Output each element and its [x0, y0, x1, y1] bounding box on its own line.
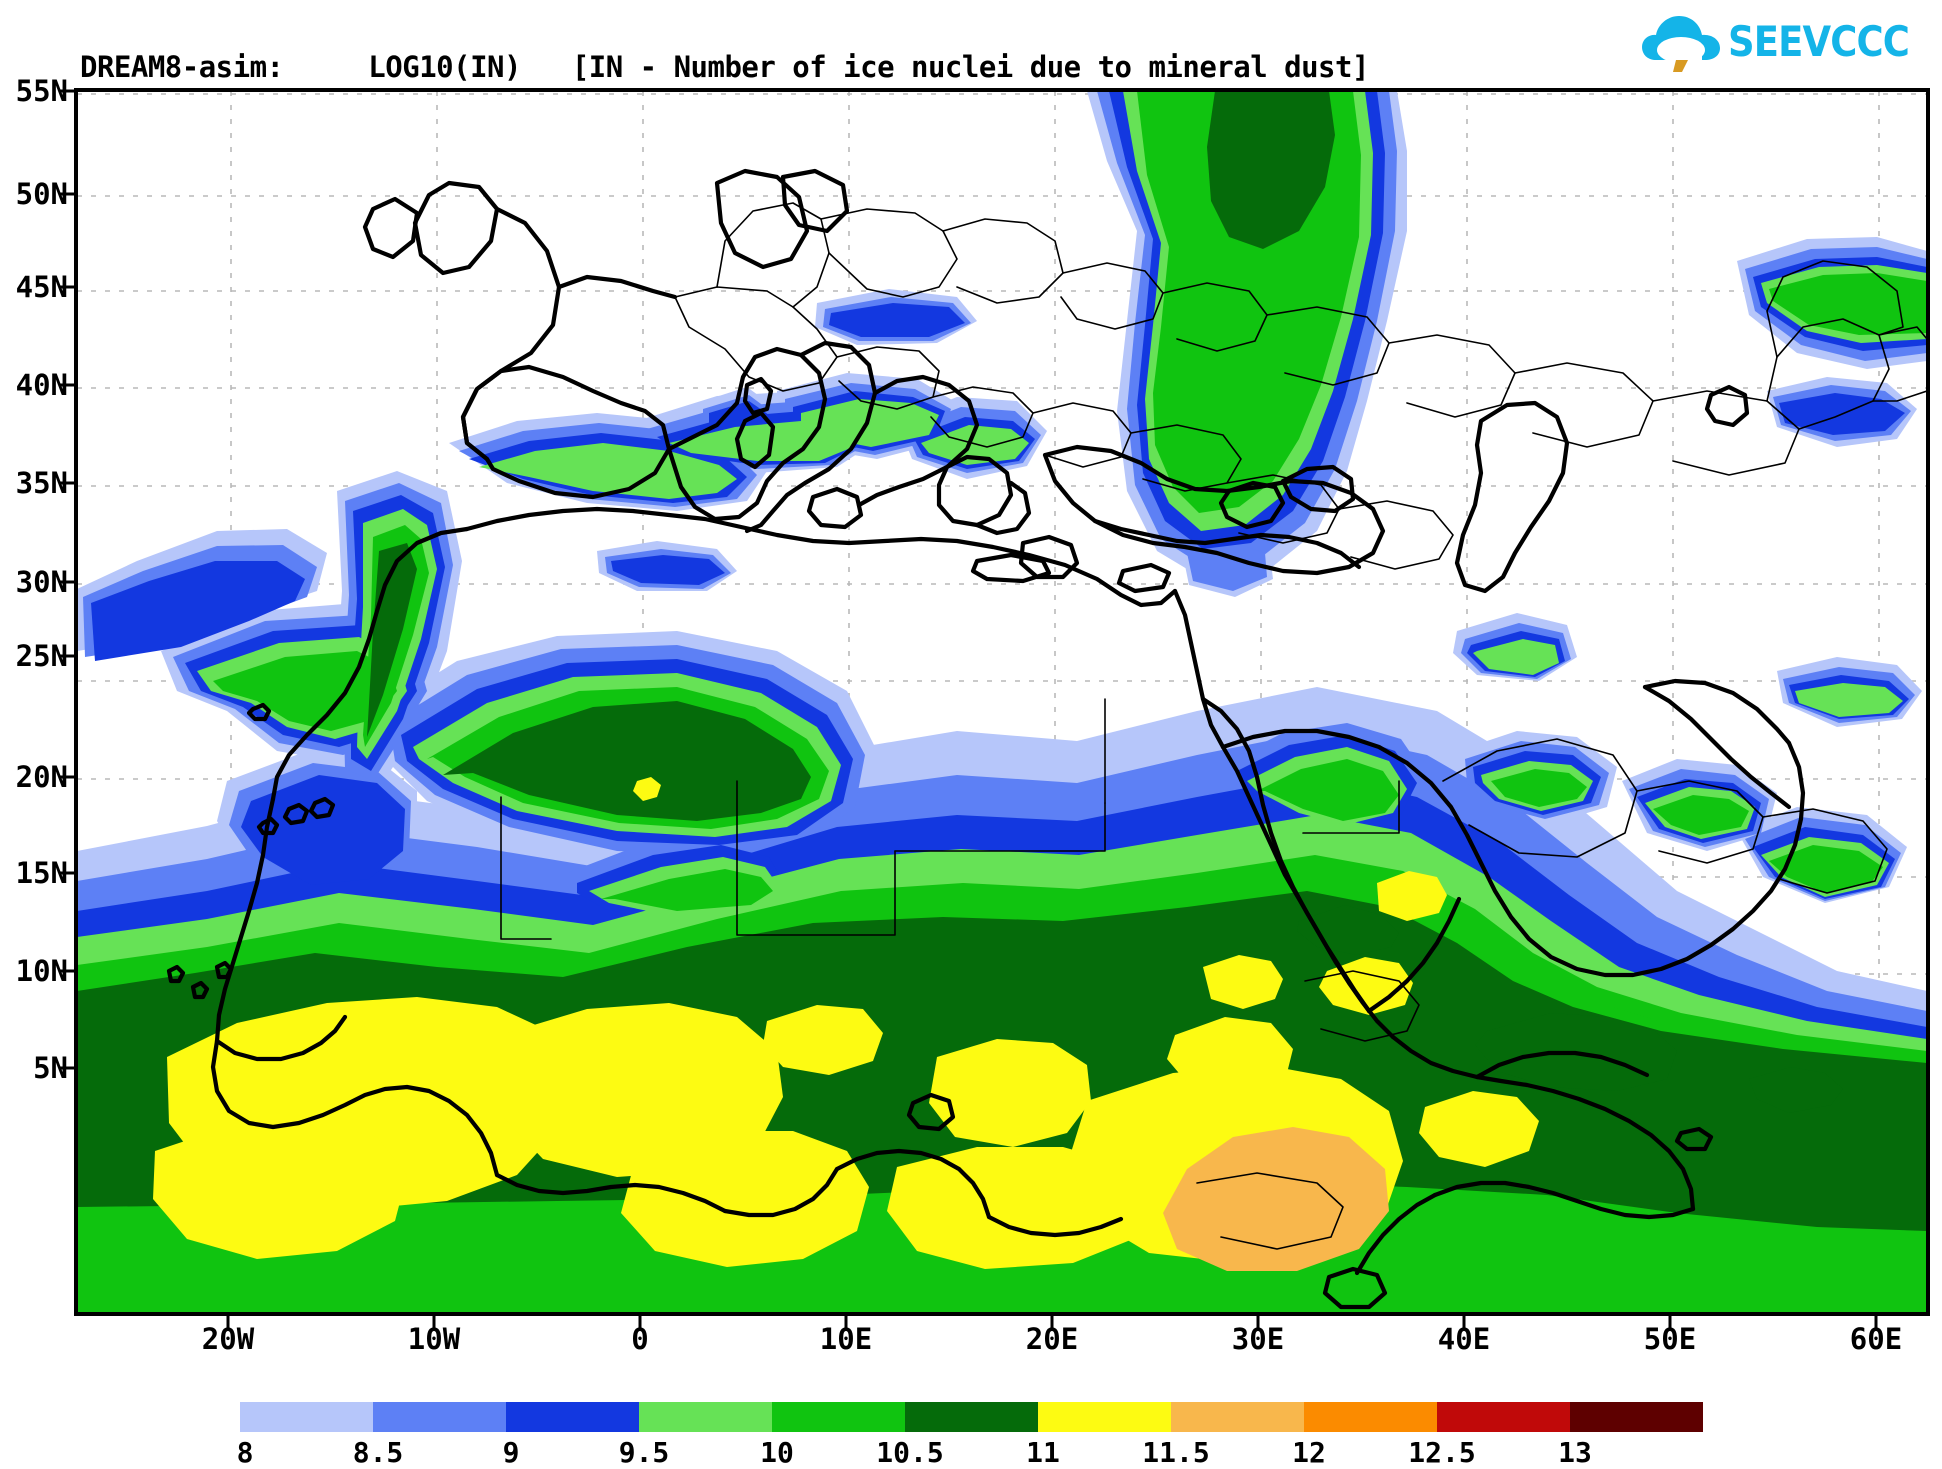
- colorbar-band: [1304, 1402, 1437, 1432]
- colorbar-tick-label: 9: [502, 1436, 520, 1469]
- y-tick-label: 25N: [15, 639, 68, 673]
- y-tick-mark: [60, 775, 74, 779]
- y-tick-mark: [60, 89, 74, 93]
- y-tick-mark: [60, 383, 74, 387]
- x-tick-label: 0: [631, 1322, 649, 1356]
- country-borders-thin: [500, 202, 1927, 1250]
- header-title-line: DREAM8-asim: LOG10(IN) [IN - Number of i…: [80, 50, 1369, 84]
- x-tick-mark: [1462, 1316, 1466, 1328]
- y-tick-mark: [60, 654, 74, 658]
- x-tick-mark: [226, 1316, 230, 1328]
- x-tick-mark: [1874, 1316, 1878, 1328]
- colorbar-band: [373, 1402, 506, 1432]
- contour-band-11.0: [153, 777, 1539, 1269]
- colorbar-band: [905, 1402, 1038, 1432]
- coastlines-thick: [166, 168, 1806, 1310]
- colorbar[interactable]: [240, 1402, 1703, 1432]
- map-plot-area[interactable]: [74, 88, 1930, 1316]
- x-tick-mark: [432, 1316, 436, 1328]
- colorbar-band: [1437, 1402, 1570, 1432]
- y-tick-mark: [60, 871, 74, 875]
- y-tick-mark: [60, 1066, 74, 1070]
- colorbar-tick-label: 13: [1558, 1436, 1592, 1469]
- y-tick-mark: [60, 481, 74, 485]
- y-tick-label: 45N: [15, 270, 68, 304]
- colorbar-band: [240, 1402, 373, 1432]
- y-tick-label: 15N: [15, 856, 68, 890]
- colorbar-band: [1038, 1402, 1171, 1432]
- colorbar-band: [1171, 1402, 1304, 1432]
- y-tick-label: 55N: [15, 74, 68, 108]
- seevccc-logo[interactable]: SEEVCCC: [1642, 10, 1934, 72]
- y-tick-label: 40N: [15, 368, 68, 402]
- colorbar-tick-label: 8.5: [352, 1436, 404, 1469]
- y-tick-mark: [60, 969, 74, 973]
- x-tick-mark: [1050, 1316, 1054, 1328]
- x-tick-mark: [1256, 1316, 1260, 1328]
- y-tick-label: 10N: [15, 954, 68, 988]
- colorbar-tick-label: 10.5: [876, 1436, 944, 1469]
- logo-wordmark: SEEVCCC: [1728, 16, 1910, 66]
- colorbar-tick-label: 12.5: [1408, 1436, 1476, 1469]
- colorbar-tick-label: 9.5: [618, 1436, 670, 1469]
- colorbar-band: [1570, 1402, 1703, 1432]
- y-tick-label: 35N: [15, 466, 68, 500]
- colorbar-band: [639, 1402, 772, 1432]
- colorbar-tick-label: 10: [760, 1436, 794, 1469]
- y-tick-label: 20N: [15, 760, 68, 794]
- y-tick-mark: [60, 192, 74, 196]
- y-tick-mark: [60, 580, 74, 584]
- cloud-icon: [1642, 16, 1721, 72]
- y-tick-label: 30N: [15, 565, 68, 599]
- dust-contour-field: [77, 91, 1927, 1313]
- colorbar-tick-label: 11: [1026, 1436, 1060, 1469]
- colorbar-band: [506, 1402, 639, 1432]
- y-tick-label: 50N: [15, 177, 68, 211]
- coastlines-layer: [166, 168, 1927, 1310]
- x-tick-mark: [1668, 1316, 1672, 1328]
- x-tick-mark: [844, 1316, 848, 1328]
- colorbar-tick-label: 8: [236, 1436, 254, 1469]
- colorbar-tick-label: 11.5: [1142, 1436, 1210, 1469]
- colorbar-band: [772, 1402, 905, 1432]
- x-tick-mark: [638, 1316, 642, 1328]
- y-tick-mark: [60, 285, 74, 289]
- colorbar-tick-label: 12: [1292, 1436, 1326, 1469]
- dust-field-svg: [77, 91, 1927, 1313]
